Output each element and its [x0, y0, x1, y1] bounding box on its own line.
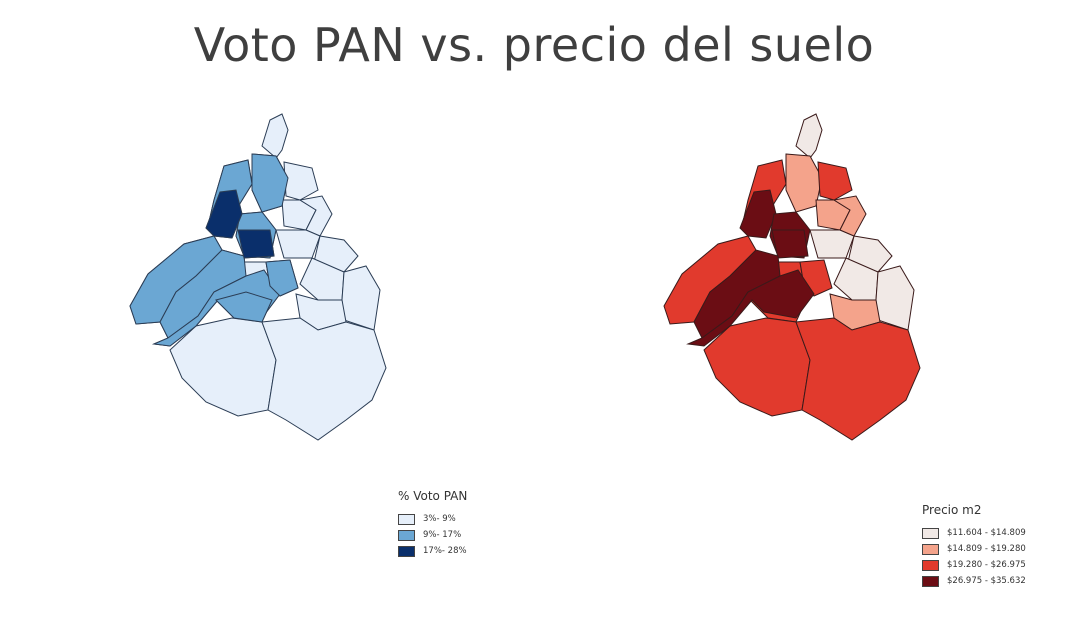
legend-item: $26.975 - $35.632 — [922, 573, 1026, 589]
legend-title: % Voto PAN — [398, 489, 468, 503]
legend-item: $11.604 - $14.809 — [922, 525, 1026, 541]
legend-label: $11.604 - $14.809 — [947, 528, 1026, 538]
legend-label: $26.975 - $35.632 — [947, 576, 1026, 586]
legend-item: $19.280 - $26.975 — [922, 557, 1026, 573]
legend-label: 17%- 28% — [423, 546, 467, 556]
legend-title: Precio m2 — [922, 503, 982, 517]
legend-label: 3%- 9% — [423, 514, 456, 524]
legend-item: 3%- 9% — [398, 511, 467, 527]
legend-item: 9%- 17% — [398, 527, 467, 543]
legend-label: 9%- 17% — [423, 530, 462, 540]
legend-precio-m2: Precio m2 $11.604 - $14.809 $14.809 - $1… — [922, 503, 1026, 589]
legend-swatch — [922, 575, 939, 587]
legend-swatch — [398, 513, 415, 525]
map-precio-m2 — [663, 113, 921, 441]
legend-swatch — [922, 543, 939, 555]
map-voto-pan-overlays — [129, 153, 299, 347]
legend-label: $19.280 - $26.975 — [947, 560, 1026, 570]
legend-item: $14.809 - $19.280 — [922, 541, 1026, 557]
legend-label: $14.809 - $19.280 — [947, 544, 1026, 554]
legend-voto-pan: % Voto PAN 3%- 9% 9%- 17% 17%- 28% — [398, 489, 467, 559]
legend-swatch — [398, 545, 415, 557]
legend-swatch — [398, 529, 415, 541]
legend-swatch — [922, 559, 939, 571]
legend-item: 17%- 28% — [398, 543, 467, 559]
legend-swatch — [922, 527, 939, 539]
page-title: Voto PAN vs. precio del suelo — [193, 18, 875, 72]
